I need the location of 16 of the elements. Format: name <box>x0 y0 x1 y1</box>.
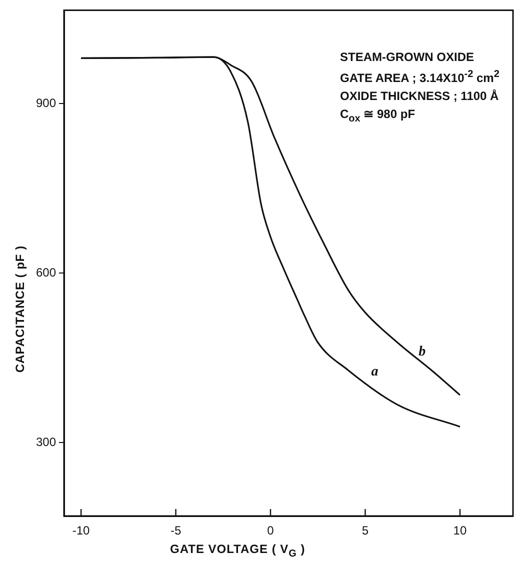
y-tick-label: 600 <box>36 265 56 280</box>
annotation: GATE AREA ; 3.14X10$^{-2}$ cm$^{2}$ <box>340 68 500 87</box>
x-axis-title: GATE VOLTAGE ( V$_{G}$ ) <box>170 542 306 560</box>
series-label: a <box>371 364 378 380</box>
x-tick-label: -10 <box>72 524 90 538</box>
y-axis-title: CAPACITANCE ( pF ) <box>13 244 27 375</box>
annotation: C$_{ox}$ ≅ 980 pF <box>340 106 416 126</box>
x-tick-label: 5 <box>362 524 369 538</box>
x-tick-label: -5 <box>170 524 182 538</box>
series-label: b <box>418 344 426 360</box>
annotation: STEAM-GROWN OXIDE <box>340 49 475 66</box>
annotation: OXIDE THICKNESS ; 1100 Å <box>340 88 500 105</box>
x-tick-label: 10 <box>453 524 467 538</box>
x-tick-label: 0 <box>267 524 274 538</box>
y-tick-label: 900 <box>36 96 56 110</box>
y-tick-label: 300 <box>36 434 56 449</box>
